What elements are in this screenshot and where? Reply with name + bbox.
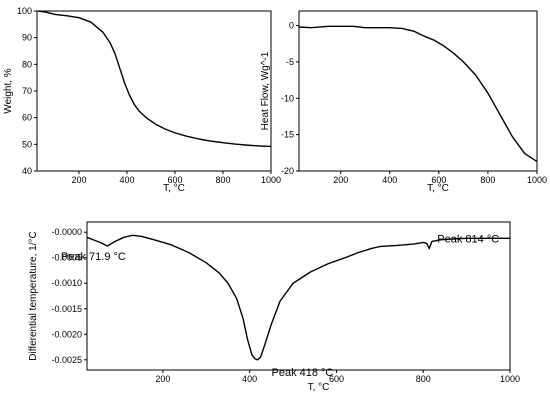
peak-annotation: Peak 814 °C xyxy=(437,234,499,246)
x-axis-label: T, °C xyxy=(163,183,185,194)
x-tick-label: 800 xyxy=(215,175,230,185)
plot-frame xyxy=(298,10,538,172)
y-tick-label: 100 xyxy=(17,6,32,16)
y-tick-label: -15 xyxy=(281,130,294,140)
x-tick-label: 800 xyxy=(416,374,431,384)
y-axis-label: Differential temperature, 1/°C xyxy=(28,231,39,360)
peak-annotation: Peak 71.9 °C xyxy=(61,251,126,263)
x-tick-label: 1000 xyxy=(527,175,547,185)
y-tick-label: -0.0015 xyxy=(51,304,82,314)
x-tick-label: 200 xyxy=(333,175,348,185)
series-line xyxy=(298,25,538,163)
x-tick-label: 400 xyxy=(242,374,257,384)
y-tick-label: 40 xyxy=(22,166,32,176)
y-axis-label: Weight, % xyxy=(3,68,14,113)
x-tick-label: 1000 xyxy=(261,175,281,185)
series-line xyxy=(38,10,272,148)
x-tick-label: 1000 xyxy=(500,374,520,384)
y-tick-label: -5 xyxy=(286,57,294,67)
y-tick-label: -20 xyxy=(281,166,294,176)
series-line xyxy=(86,234,510,361)
x-tick-label: 600 xyxy=(167,175,182,185)
x-axis-label: T, °C xyxy=(308,382,330,393)
y-tick-label: -0.0025 xyxy=(51,355,82,365)
x-tick-label: 200 xyxy=(71,175,86,185)
weight-chart: 200 400 600 800 1000 40 50 60 70 80 90 100 T, °C Weig… xyxy=(3,6,281,194)
y-axis-label: Heat Flow, Wg^-1 xyxy=(260,51,271,130)
y-tick-label: 70 xyxy=(22,86,32,96)
y-tick-label: 80 xyxy=(22,59,32,69)
y-tick-label: 90 xyxy=(22,33,32,43)
y-tick-label: -0.0000 xyxy=(51,227,82,237)
y-tick-label: -0.0010 xyxy=(51,278,82,288)
y-tick-label: 60 xyxy=(22,113,32,123)
heat-flow-chart: 200 400 600 800 1000 0 -5 -10 -15 -20 T, °C Heat Fl… xyxy=(260,10,547,194)
y-tick-label: -10 xyxy=(281,93,294,103)
y-tick-label: -0.0005 xyxy=(51,253,82,263)
plot-frame xyxy=(86,221,511,371)
differential-temperature-chart: 200 400 600 800 1000 -0.0000 -0.0005 -0.0010 -0.… xyxy=(28,221,520,393)
y-tick-label: -0.0020 xyxy=(51,329,82,339)
x-tick-label: 800 xyxy=(480,175,495,185)
peak-annotation: Peak 418 °C xyxy=(272,367,334,379)
y-tick-label: 50 xyxy=(22,139,32,149)
y-tick-label: 0 xyxy=(289,21,294,31)
x-axis-label: T, °C xyxy=(427,183,449,194)
x-tick-label: 400 xyxy=(382,175,397,185)
x-tick-label: 600 xyxy=(329,374,344,384)
x-tick-label: 200 xyxy=(155,374,170,384)
x-tick-label: 600 xyxy=(431,175,446,185)
x-tick-label: 400 xyxy=(119,175,134,185)
plot-frame xyxy=(36,10,272,172)
